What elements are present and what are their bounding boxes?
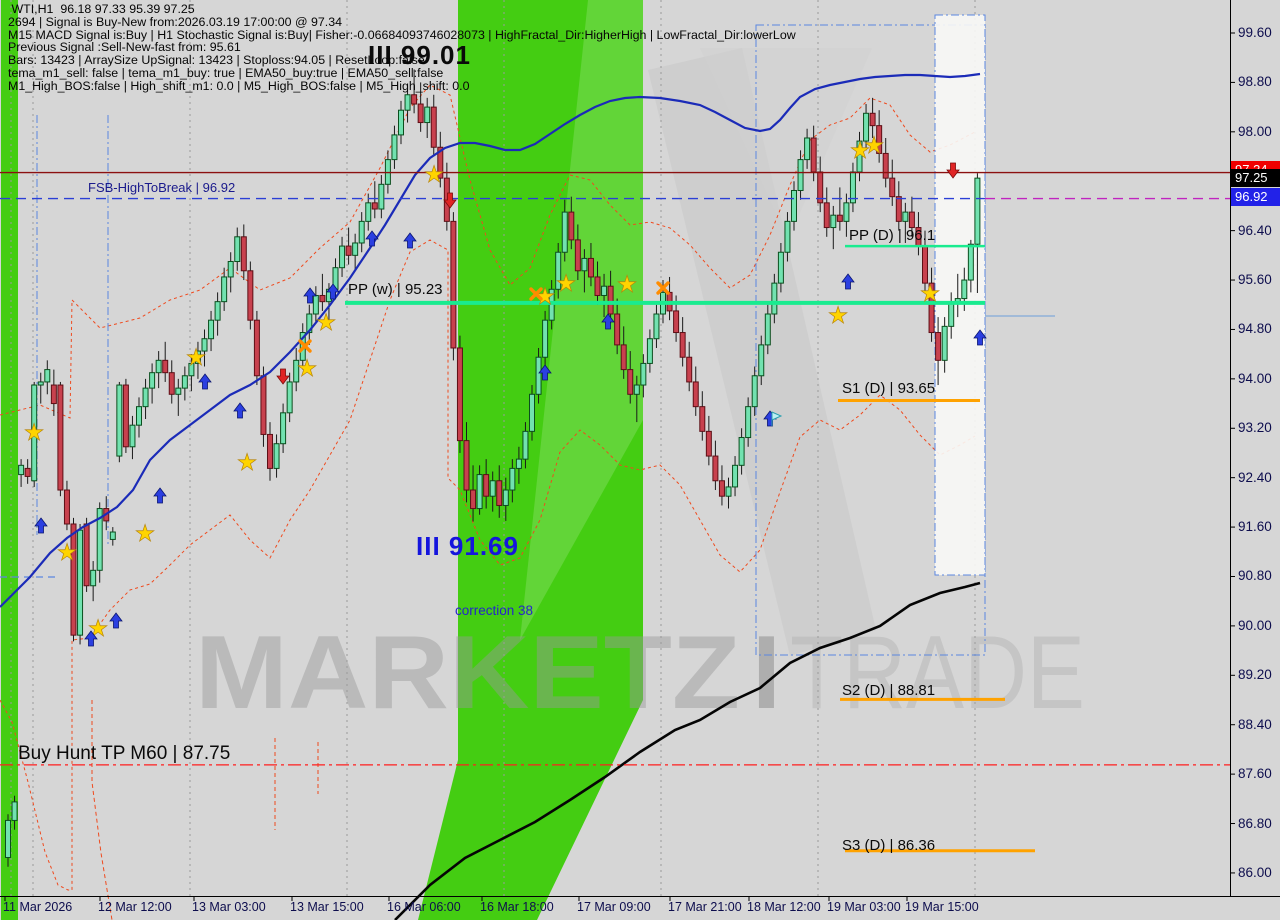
buy-arrow-icon (403, 232, 417, 249)
bos-shift-line: M1_High_BOS:false | High_shift_m1: 0.0 |… (8, 78, 470, 93)
buy-arrow-icon (973, 329, 987, 346)
price-tick-label: 86.00 (1238, 864, 1272, 880)
time-tick-label: 16 Mar 06:00 (387, 900, 461, 914)
buy-hunt-tp-label: Buy Hunt TP M60 | 87.75 (18, 743, 231, 764)
price-tick-label: 94.00 (1238, 370, 1272, 386)
price-tick-label: 98.00 (1238, 123, 1272, 139)
chart-title-ohlc: WTI,H1 96.18 97.33 95.39 97.25 (8, 2, 195, 16)
buy-arrow-icon (34, 517, 48, 534)
star-signal-icon: ★ (57, 539, 78, 565)
sell-arrow-icon (276, 368, 290, 385)
star-signal-icon: ★ (297, 355, 318, 381)
price-tick-label: 99.60 (1238, 25, 1272, 40)
time-axis[interactable]: 11 Mar 2026 12 Mar 12:00 13 Mar 03:00 13 Ma… (0, 897, 1280, 920)
buy-arrow-icon (109, 612, 123, 629)
flag-signal-icon (771, 411, 783, 426)
star-signal-icon: ★ (556, 270, 577, 296)
fsb-level-badge: 96.92 (1231, 188, 1280, 206)
price-tick-label: 89.20 (1238, 667, 1272, 683)
price-tick-label: 87.60 (1238, 766, 1272, 782)
star-signal-icon: ★ (424, 161, 445, 187)
x-signal-icon (656, 281, 670, 295)
indicator-info-block: WTI,H1 96.18 97.33 95.39 97.25 2694 | Si… (8, 3, 796, 93)
sell-arrow-icon (946, 162, 960, 179)
time-tick-label: 17 Mar 09:00 (577, 900, 651, 914)
star-signal-icon: ★ (864, 132, 885, 158)
price-tick-label: 90.00 (1238, 617, 1272, 633)
time-tick-label: 19 Mar 03:00 (827, 900, 901, 914)
star-signal-icon: ★ (186, 344, 207, 370)
tema-ema-line: tema_m1_sell: false | tema_m1_buy: true … (8, 65, 444, 80)
star-signal-icon: ★ (828, 302, 849, 328)
fsb-high-to-break-label: FSB-HighToBreak | 96.92 (88, 180, 236, 195)
star-signal-icon: ★ (135, 520, 156, 546)
buy-arrow-icon (233, 402, 247, 419)
buy-arrow-icon (84, 630, 98, 647)
star-signal-icon: ★ (316, 309, 337, 335)
pivot-daily-label: PP (D) | 96.1 (849, 227, 936, 244)
time-tick-label: 13 Mar 03:00 (192, 900, 266, 914)
price-tick-label: 86.80 (1238, 815, 1272, 831)
high-break-label: III 99.01 (368, 40, 471, 70)
buy-arrow-icon (303, 287, 317, 304)
time-tick-label: 12 Mar 12:00 (98, 900, 172, 914)
watermark-bold: MARKETZ (195, 615, 740, 731)
time-tick-label: 17 Mar 21:00 (668, 900, 742, 914)
buy-arrow-icon (601, 313, 615, 330)
time-tick-label: 16 Mar 18:00 (480, 900, 554, 914)
buy-arrow-icon (365, 230, 379, 247)
buy-arrow-icon (841, 273, 855, 290)
price-tick-label: 88.40 (1238, 716, 1272, 732)
low-break-label: III 91.69 (416, 531, 519, 561)
time-tick-label: 13 Mar 15:00 (290, 900, 364, 914)
sell-arrow-icon (443, 192, 457, 209)
x-signal-icon (298, 339, 312, 353)
last-price-badge: 97.25 (1231, 169, 1280, 187)
star-signal-icon: ★ (237, 449, 258, 475)
time-tick-label: 18 Mar 12:00 (747, 900, 821, 914)
buy-arrow-icon (326, 283, 340, 300)
pivot-weekly-label: PP (w) | 95.23 (348, 281, 443, 298)
time-tick-label: 19 Mar 15:00 (905, 900, 979, 914)
support1-label: S1 (D) | 93.65 (842, 380, 936, 397)
buy-arrow-icon (538, 364, 552, 381)
macd-stoch-fisher-line: M15 MACD Signal is:Buy | H1 Stochastic S… (8, 27, 796, 42)
price-tick-label: 98.80 (1238, 74, 1272, 90)
star-signal-icon: ★ (617, 271, 638, 297)
price-axis[interactable]: 97.34 97.25 96.92 99.6098.8098.0097.2096… (1231, 0, 1280, 896)
star-signal-icon: ★ (24, 419, 45, 445)
star-signal-icon: ★ (850, 137, 871, 163)
price-tick-label: 96.40 (1238, 222, 1272, 238)
watermark-thin: TRADE (790, 615, 1085, 731)
correction-label: correction 38 (455, 603, 534, 618)
price-tick-label: 93.20 (1238, 420, 1272, 436)
price-tick-label: 92.40 (1238, 469, 1272, 485)
price-tick-label: 94.80 (1238, 321, 1272, 337)
star-signal-icon: ★ (920, 280, 941, 306)
support3-label: S3 (D) | 86.36 (842, 837, 936, 854)
signal-line: 2694 | Signal is Buy-New from:2026.03.19… (8, 14, 343, 29)
time-tick-label: 11 Mar 2026 (3, 900, 73, 914)
price-tick-label: 95.60 (1238, 272, 1272, 288)
bars-stoploss-line: Bars: 13423 | ArraySize UpSignal: 13423 … (8, 53, 425, 68)
buy-arrow-icon (153, 487, 167, 504)
buy-arrow-icon (198, 373, 212, 390)
price-tick-label: 91.60 (1238, 519, 1272, 535)
price-tick-label: 90.80 (1238, 568, 1272, 584)
support2-label: S2 (D) | 88.81 (842, 682, 936, 699)
previous-signal-line: Previous Signal :Sell-New-fast from: 95.… (8, 40, 241, 55)
x-signal-icon (529, 287, 543, 301)
